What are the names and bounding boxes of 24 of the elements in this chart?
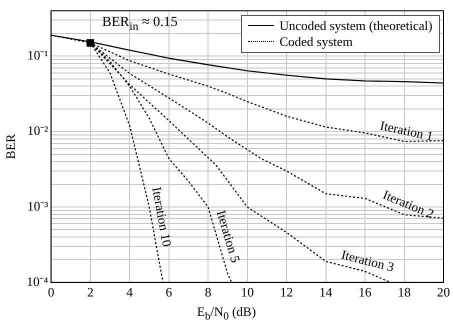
x-tick-label: 14 (319, 284, 333, 300)
annotation: Iteration 1 (378, 118, 434, 144)
x-tick-label: 20 (437, 284, 450, 300)
x-tick-label: 0 (48, 284, 54, 300)
annotation: Iteration 3 (340, 246, 396, 275)
annotation: Iteration 10 (149, 186, 175, 248)
x-tick-label: 4 (126, 284, 134, 300)
annotation: Iteration 5 (214, 208, 244, 264)
x-tick-label: 6 (166, 284, 173, 300)
annotation: BER$_{in}$ ≈ 0.15 (102, 14, 178, 33)
legend-label: Coded system (279, 34, 353, 50)
x-tick-label: 18 (398, 284, 411, 300)
y-axis-title: BER (3, 134, 18, 160)
y-tick-label: 10⁻⁴ (26, 274, 49, 289)
x-tick-label: 16 (358, 284, 372, 300)
x-axis-title: E$_{b}$/N$_{0}$ (dB) (196, 304, 257, 323)
x-tick-label: 8 (204, 284, 212, 300)
x-tick-label: 12 (280, 284, 294, 300)
x-tick-label: 10 (240, 284, 254, 300)
x-tick-label: 2 (87, 284, 94, 300)
legend-label: Uncoded system (theoretical) (279, 18, 432, 34)
y-tick-label: 10⁻¹ (27, 48, 48, 63)
y-tick-label: 10⁻³ (27, 198, 48, 214)
y-tick-label: 10⁻² (27, 123, 48, 138)
